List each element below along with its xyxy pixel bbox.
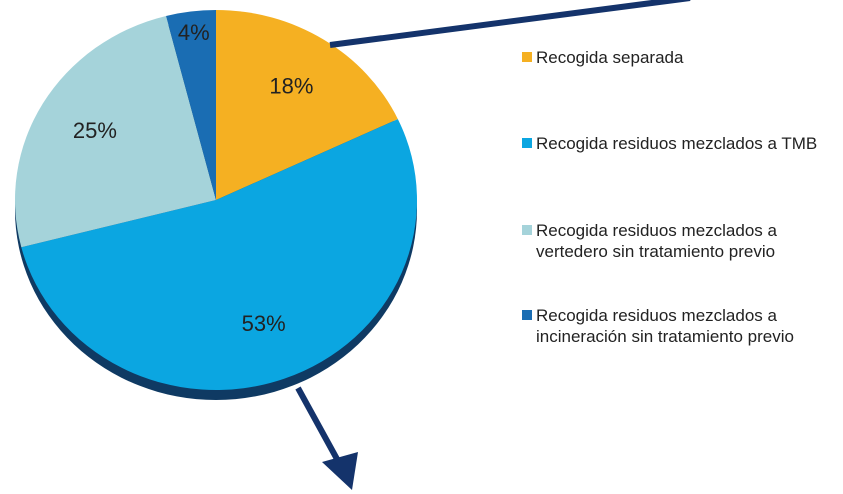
arrow-head	[322, 452, 358, 490]
legend-label: Recogida residuos mezclados a incineraci…	[536, 306, 794, 346]
data-label: 18%	[269, 74, 313, 99]
legend-label: Recogida separada	[536, 48, 684, 67]
legend-swatch	[522, 138, 532, 148]
legend-swatch	[522, 225, 532, 235]
pie-slice	[14, 15, 217, 248]
pie-slice	[21, 119, 417, 390]
legend-entry: Recogida residuos mezclados a vertedero …	[522, 220, 836, 262]
legend-entry: Recogida separada	[522, 47, 836, 68]
data-label: 4%	[178, 20, 210, 45]
legend-label: Recogida residuos mezclados a vertedero …	[536, 221, 777, 261]
legend-entry: Recogida residuos mezclados a incineraci…	[522, 305, 836, 347]
legend-swatch	[522, 52, 532, 62]
legend-entry: Recogida residuos mezclados a TMB	[522, 133, 836, 154]
data-label: 25%	[73, 118, 117, 143]
legend-label: Recogida residuos mezclados a TMB	[536, 134, 818, 153]
pie-slice	[216, 10, 398, 200]
pie-slice	[166, 10, 216, 200]
callout-arrow	[295, 386, 346, 472]
legend-swatch	[522, 310, 532, 320]
data-label: 53%	[242, 311, 286, 336]
callout-arrow	[329, 0, 691, 48]
